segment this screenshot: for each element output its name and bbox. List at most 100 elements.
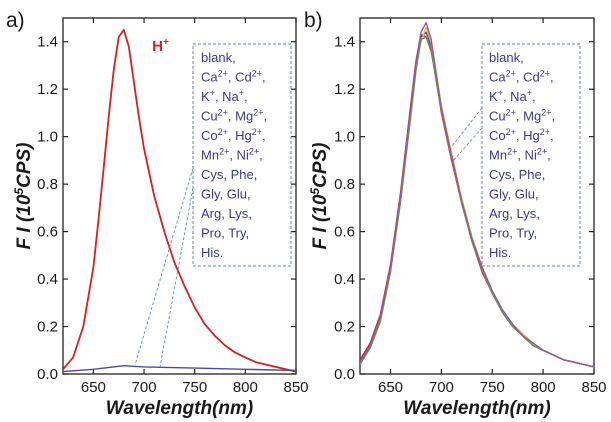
y-tick-label: 0.6: [37, 224, 58, 241]
plot-frame: [62, 17, 297, 375]
legend-text-part: ,: [262, 70, 266, 85]
legend-text-part: Cys, Phe,: [489, 167, 545, 182]
legend-text-part: His.: [201, 245, 223, 260]
legend-line: Pro, Try,: [489, 226, 537, 241]
y-tick-label: 0.8: [334, 176, 355, 193]
y-tick-label: 1.4: [334, 34, 355, 51]
legend-callout-box: [481, 43, 581, 267]
x-tick-label: 750: [480, 379, 505, 396]
panel-label: a): [6, 9, 25, 32]
legend-callout-pointer: [451, 107, 483, 163]
legend-text-part: K: [201, 89, 210, 104]
legend-text-part: , Na: [215, 89, 240, 104]
annotation-base: H: [152, 38, 163, 55]
legend-text-part: Mn: [201, 148, 219, 163]
x-tick-label: 850: [581, 379, 606, 396]
legend-line: Ca2+, Cd2+,: [201, 69, 266, 85]
legend-sup: 2+: [218, 108, 228, 118]
legend-line: Mn2+, Ni2+,: [201, 147, 263, 163]
legend-text-part: His.: [489, 245, 511, 260]
legend-line: Cu2+, Mg2+,: [489, 108, 555, 124]
x-tick-label: 650: [378, 379, 403, 396]
legend-line: Pro, Try,: [201, 226, 249, 241]
legend-callout-pointer: [134, 167, 194, 368]
y-tick-label: 1.4: [37, 34, 58, 51]
legend-sup: +: [210, 88, 215, 98]
legend-text-part: , Ni: [517, 148, 537, 163]
legend-text-part: , Cd: [516, 70, 540, 85]
legend-text-part: , Hg: [516, 128, 540, 143]
legend-line: Cu2+, Mg2+,: [201, 108, 267, 124]
legend-sup: 2+: [218, 127, 228, 137]
legend-sup: 2+: [506, 127, 516, 137]
legend-text-part: ,: [259, 148, 263, 163]
legend-text-part: blank,: [489, 50, 524, 65]
legend-text-part: Cys, Phe,: [201, 167, 257, 182]
annotation-h-plus: H+: [152, 37, 169, 55]
legend-text-part: ,: [550, 70, 554, 85]
legend-sup: 2+: [506, 69, 516, 79]
y-axis-title-part: CPS): [310, 143, 331, 188]
legend-sup: +: [498, 88, 503, 98]
series-line-1: [63, 365, 296, 373]
y-tick-label: 1.0: [334, 129, 355, 146]
legend-sup: +: [527, 88, 532, 98]
legend-text-part: Ca: [201, 70, 218, 85]
y-axis-title: F I (105CPS): [308, 143, 331, 250]
y-tick-label: 1.0: [37, 129, 58, 146]
x-axis-title: Wavelength(nm): [106, 398, 253, 419]
y-tick-label: 1.2: [334, 81, 355, 98]
legend-line: Ca2+, Cd2+,: [489, 69, 554, 85]
legend-text-part: Co: [489, 128, 506, 143]
y-axis-title-part: F I (10: [310, 194, 331, 249]
legend-text-part: Mn: [489, 148, 507, 163]
legend-sup: 2+: [540, 69, 550, 79]
legend-text-part: Cu: [201, 109, 218, 124]
series-line-4: [360, 22, 594, 368]
legend-text-part: ,: [262, 128, 266, 143]
x-tick-label: 750: [182, 379, 207, 396]
legend-text-part: Pro, Try,: [201, 226, 249, 241]
legend-callout-box: [192, 43, 292, 267]
legend-text-part: ,: [532, 89, 536, 104]
x-tick-label: 800: [531, 379, 556, 396]
x-tick-label: 700: [132, 379, 157, 396]
y-tick-label: 0.8: [37, 176, 58, 193]
legend-text-part: , Mg: [516, 109, 541, 124]
legend-sup: 2+: [253, 108, 263, 118]
legend-line: His.: [489, 245, 511, 260]
legend-line: Cys, Phe,: [489, 167, 545, 182]
legend-text-part: , Cd: [228, 70, 252, 85]
y-axis-title-sup: 5: [308, 188, 322, 195]
legend-text-part: , Na: [503, 89, 528, 104]
chart-panel-a: a) 650 700 750 800 850 0.0 0.2 0.4 0.6 0.8 1.0 1.2 1.…: [6, 9, 309, 419]
plot-frame: [359, 17, 595, 375]
legend-sup: 2+: [537, 147, 547, 157]
legend-text-part: ,: [547, 148, 551, 163]
y-axis-title: F I (105CPS): [12, 143, 35, 250]
legend-line: Co2+, Hg2+,: [201, 127, 266, 143]
x-axis-title: Wavelength(nm): [403, 398, 550, 419]
legend-text-part: , Ni: [229, 148, 249, 163]
chart-panel-b: b) 650 700 750 800 850 0.0 0.2 0.4 0.6 0.8 1.0 1.2 1.…: [304, 9, 607, 419]
legend-text-part: blank,: [201, 50, 236, 65]
legend-sup: 2+: [252, 127, 262, 137]
y-tick-label: 0.6: [334, 224, 355, 241]
legend-sup: 2+: [507, 147, 517, 157]
legend-line: blank,: [201, 50, 236, 65]
x-tick-label: 800: [233, 379, 258, 396]
legend-text-part: ,: [551, 109, 555, 124]
legend-sup: 2+: [252, 69, 262, 79]
y-tick-label: 0.4: [37, 271, 58, 288]
y-tick-label: 0.2: [37, 319, 58, 336]
legend-line: blank,: [489, 50, 524, 65]
legend-sup: 2+: [540, 127, 550, 137]
legend-text-part: , Mg: [228, 109, 253, 124]
legend-sup: 2+: [219, 147, 229, 157]
annotation-sup: +: [163, 37, 169, 48]
y-tick-label: 0.0: [334, 366, 355, 383]
y-tick-label: 0.0: [37, 366, 58, 383]
y-axis-title-part: CPS): [14, 143, 35, 188]
legend-text-part: K: [489, 89, 498, 104]
